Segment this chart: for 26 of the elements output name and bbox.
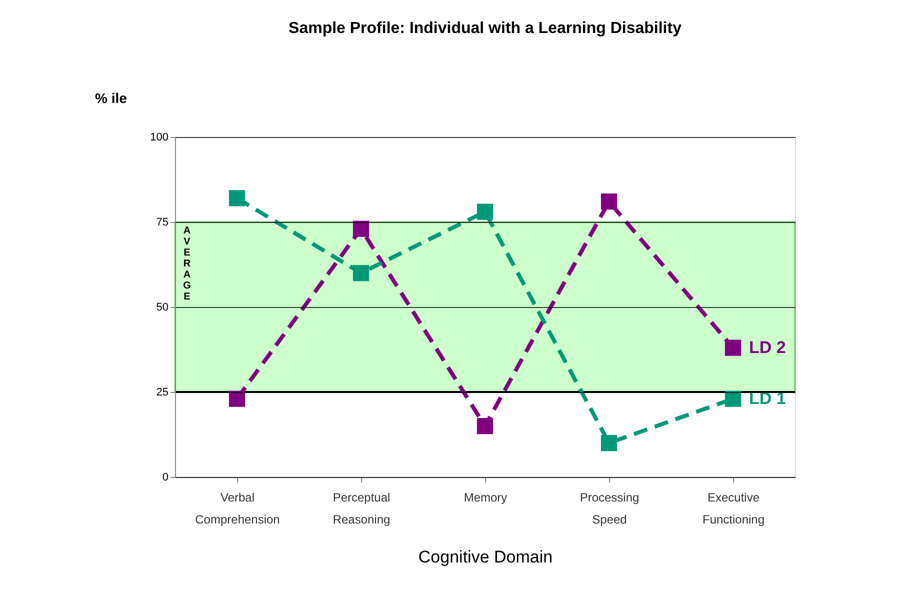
point <box>724 390 742 407</box>
point <box>476 204 494 220</box>
y-tick-label: 100 <box>150 132 168 144</box>
point <box>352 220 370 237</box>
band-label: AVERAGE <box>183 226 192 303</box>
point <box>228 190 246 206</box>
point <box>600 434 618 452</box>
y-tick-label: 50 <box>156 302 168 314</box>
y-axis-title: % ile <box>95 90 128 106</box>
x-tick-label: Executive Functioning <box>702 490 765 526</box>
point <box>228 390 246 407</box>
series-label: LD 2 <box>749 338 786 357</box>
y-tick-label: 0 <box>162 472 168 484</box>
point <box>600 194 618 210</box>
y-tick-label: 25 <box>156 386 168 398</box>
series-label: LD 1 <box>749 388 786 408</box>
chart-title: Sample Profile: Individual with a Learning Disability <box>288 20 682 37</box>
point <box>476 418 494 434</box>
x-tick-label: Processing Speed <box>580 490 640 526</box>
x-tick-label: Perceptual Reasoning <box>332 490 390 526</box>
y-tick-label: 75 <box>156 216 168 228</box>
x-tick-label: Memory <box>464 490 508 504</box>
x-axis-title: Cognitive Domain <box>418 548 553 566</box>
x-tick-label: Verbal Comprehension <box>195 490 280 526</box>
point <box>352 264 370 282</box>
point <box>724 340 742 356</box>
